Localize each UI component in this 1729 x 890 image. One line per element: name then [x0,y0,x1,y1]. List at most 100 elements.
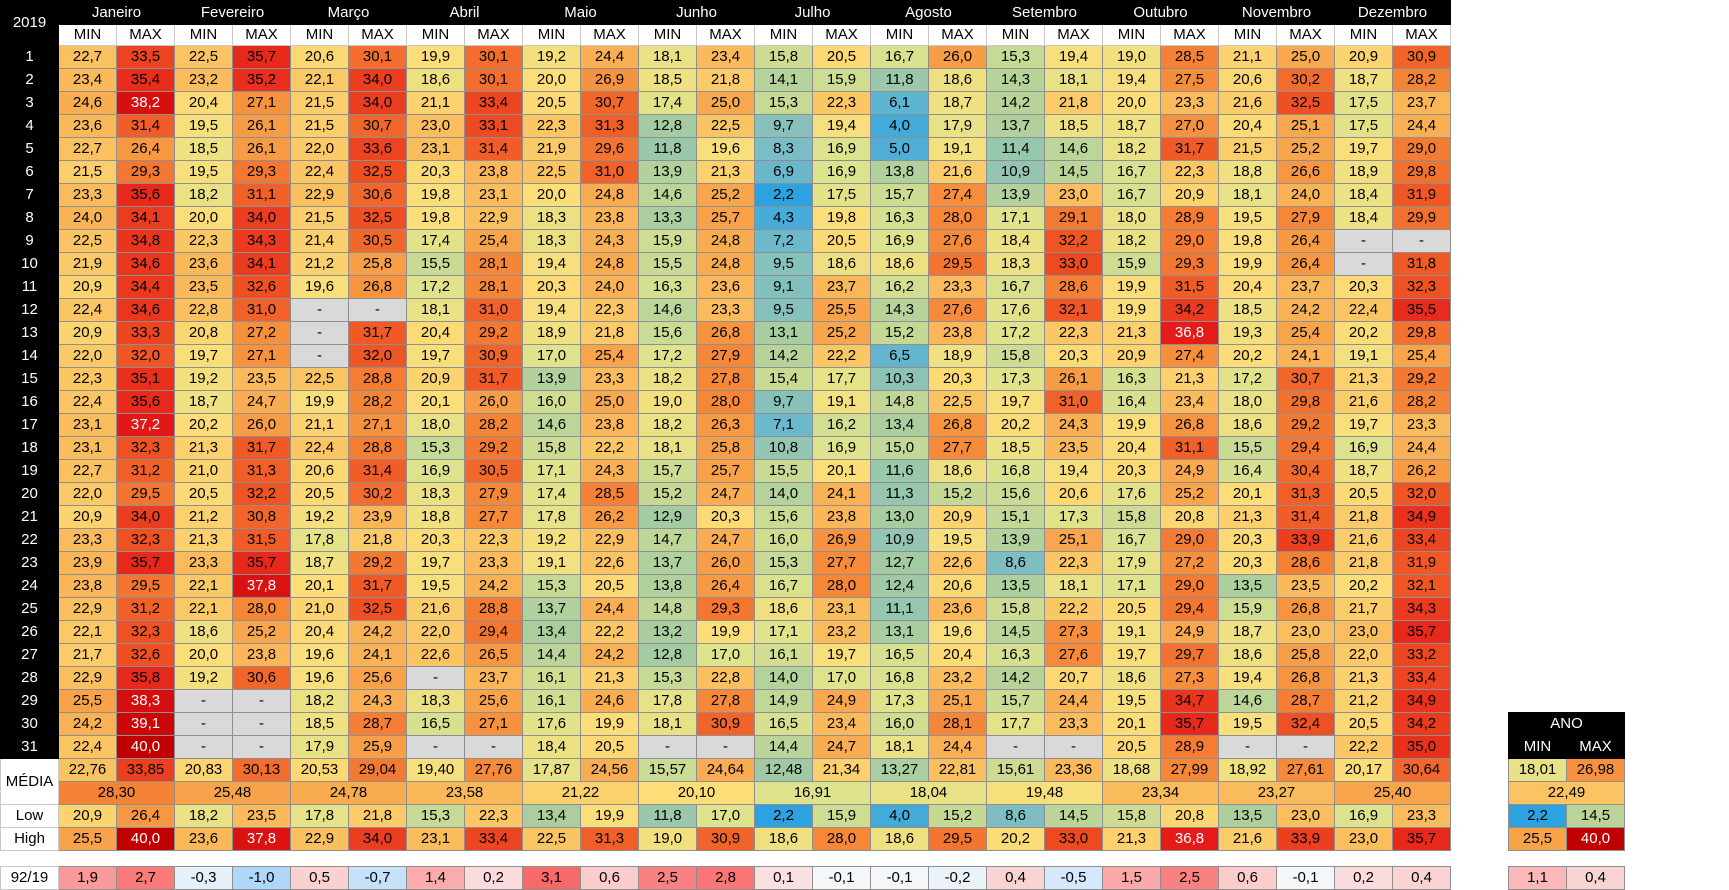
low-value[interactable]: 11,8 [638,804,697,828]
temperature-cell[interactable]: 14,6 [638,183,697,207]
temperature-cell[interactable]: 18,5 [1218,298,1277,322]
temperature-cell[interactable]: 20,6 [928,574,987,598]
spacer-cell[interactable] [1508,413,1625,437]
diff-value[interactable]: -0,5 [1044,866,1103,890]
spacer-cell[interactable] [1450,160,1509,184]
temperature-cell[interactable]: 22,5 [522,160,581,184]
temperature-cell[interactable]: 14,2 [754,344,813,368]
temperature-cell[interactable]: 15,9 [638,229,697,253]
temperature-cell[interactable]: 19,6 [290,643,349,667]
temperature-cell[interactable]: 21,9 [58,252,117,276]
temperature-cell[interactable]: 29,2 [464,321,523,345]
temperature-cell[interactable]: 22,7 [58,459,117,483]
temperature-cell[interactable]: 21,1 [290,413,349,437]
temperature-cell[interactable]: 31,5 [232,528,291,552]
temperature-cell[interactable]: 16,0 [522,390,581,414]
temperature-cell[interactable]: 26,8 [928,413,987,437]
temperature-cell[interactable]: 10,9 [870,528,929,552]
temperature-cell[interactable]: 31,7 [348,574,407,598]
temperature-cell[interactable]: 14,0 [754,482,813,506]
high-value[interactable]: 18,6 [870,827,929,851]
temperature-cell[interactable]: 18,1 [1044,574,1103,598]
temperature-cell[interactable]: 16,5 [754,712,813,736]
temperature-cell[interactable]: 21,5 [58,160,117,184]
temperature-cell[interactable]: 20,5 [580,735,639,759]
temperature-cell[interactable]: 15,7 [638,459,697,483]
low-value[interactable]: 19,9 [580,804,639,828]
temperature-cell[interactable]: 32,3 [1392,275,1451,299]
temperature-cell[interactable]: 20,3 [928,367,987,391]
diff-value[interactable]: 2,7 [116,866,175,890]
temperature-cell[interactable]: 28,5 [1160,45,1219,69]
temperature-cell[interactable]: 20,9 [58,275,117,299]
temperature-cell[interactable]: 29,3 [1160,252,1219,276]
temperature-cell[interactable]: 26,4 [696,574,755,598]
temperature-cell[interactable]: 17,9 [928,114,987,138]
temperature-cell[interactable]: 15,3 [638,666,697,690]
diff-value[interactable]: 0,2 [1334,866,1393,890]
temperature-cell[interactable]: 12,7 [870,551,929,575]
temperature-cell[interactable]: 27,6 [928,229,987,253]
temperature-cell[interactable]: 29,4 [1276,436,1335,460]
temperature-cell[interactable]: 24,2 [58,712,117,736]
temperature-cell[interactable]: 16,9 [870,229,929,253]
temperature-cell[interactable]: 9,7 [754,114,813,138]
min-header[interactable]: MIN [986,24,1045,46]
temperature-cell[interactable]: 4,0 [870,114,929,138]
temperature-cell[interactable]: 22,3 [1044,321,1103,345]
empty-cell[interactable]: - [1334,229,1393,253]
temperature-cell[interactable]: 18,6 [1218,413,1277,437]
temperature-cell[interactable]: 29,4 [1160,597,1219,621]
temperature-cell[interactable]: 12,8 [638,643,697,667]
temperature-cell[interactable]: 14,2 [986,91,1045,115]
temperature-cell[interactable]: 28,6 [1044,275,1103,299]
spacer-cell[interactable] [1450,436,1509,460]
temperature-cell[interactable]: 25,1 [1044,528,1103,552]
temperature-cell[interactable]: 21,4 [290,229,349,253]
temperature-cell[interactable]: 25,2 [232,620,291,644]
day-label[interactable]: 18 [0,436,59,460]
diff-value[interactable]: -0,3 [174,866,233,890]
spacer-cell[interactable] [1450,298,1509,322]
temperature-cell[interactable]: 4,3 [754,206,813,230]
temperature-cell[interactable]: 19,2 [174,367,233,391]
temperature-cell[interactable]: 20,5 [1334,712,1393,736]
temperature-cell[interactable]: 15,1 [986,505,1045,529]
temperature-cell[interactable]: 16,0 [870,712,929,736]
temperature-cell[interactable]: 35,8 [116,666,175,690]
temperature-cell[interactable]: 20,4 [406,321,465,345]
empty-cell[interactable] [812,850,871,867]
temperature-cell[interactable]: 18,8 [1218,160,1277,184]
temperature-cell[interactable]: 7,2 [754,229,813,253]
temperature-cell[interactable]: 27,1 [348,413,407,437]
temperature-cell[interactable]: 21,6 [928,160,987,184]
temperature-cell[interactable]: 29,8 [1392,160,1451,184]
temperature-cell[interactable]: 24,4 [1392,436,1451,460]
temperature-cell[interactable]: 20,3 [1334,275,1393,299]
temperature-cell[interactable]: 19,8 [406,183,465,207]
temperature-cell[interactable]: 20,9 [1160,183,1219,207]
temperature-cell[interactable]: 22,6 [580,551,639,575]
temperature-cell[interactable]: 15,5 [754,459,813,483]
temperature-cell[interactable]: 32,5 [348,597,407,621]
temperature-cell[interactable]: 27,1 [464,712,523,736]
temperature-cell[interactable]: 23,1 [58,436,117,460]
max-header[interactable]: MAX [1044,24,1103,46]
temperature-cell[interactable]: 31,4 [116,114,175,138]
temperature-cell[interactable]: 30,9 [464,344,523,368]
media-value[interactable]: 24,64 [696,758,755,782]
temperature-cell[interactable]: 14,0 [754,666,813,690]
low-value[interactable]: 4,0 [870,804,929,828]
temperature-cell[interactable]: 17,8 [522,505,581,529]
temperature-cell[interactable]: 18,6 [1102,666,1161,690]
diff-value[interactable]: 3,1 [522,866,581,890]
spacer-cell[interactable] [1508,551,1625,575]
temperature-cell[interactable]: 33,2 [1392,643,1451,667]
empty-cell[interactable]: - [1276,735,1335,759]
temperature-cell[interactable]: 31,4 [1276,505,1335,529]
temperature-cell[interactable]: 13,5 [1218,574,1277,598]
temperature-cell[interactable]: 18,2 [290,689,349,713]
temperature-cell[interactable]: 17,0 [812,666,871,690]
temperature-cell[interactable]: 29,3 [116,160,175,184]
temperature-cell[interactable]: 15,6 [638,321,697,345]
